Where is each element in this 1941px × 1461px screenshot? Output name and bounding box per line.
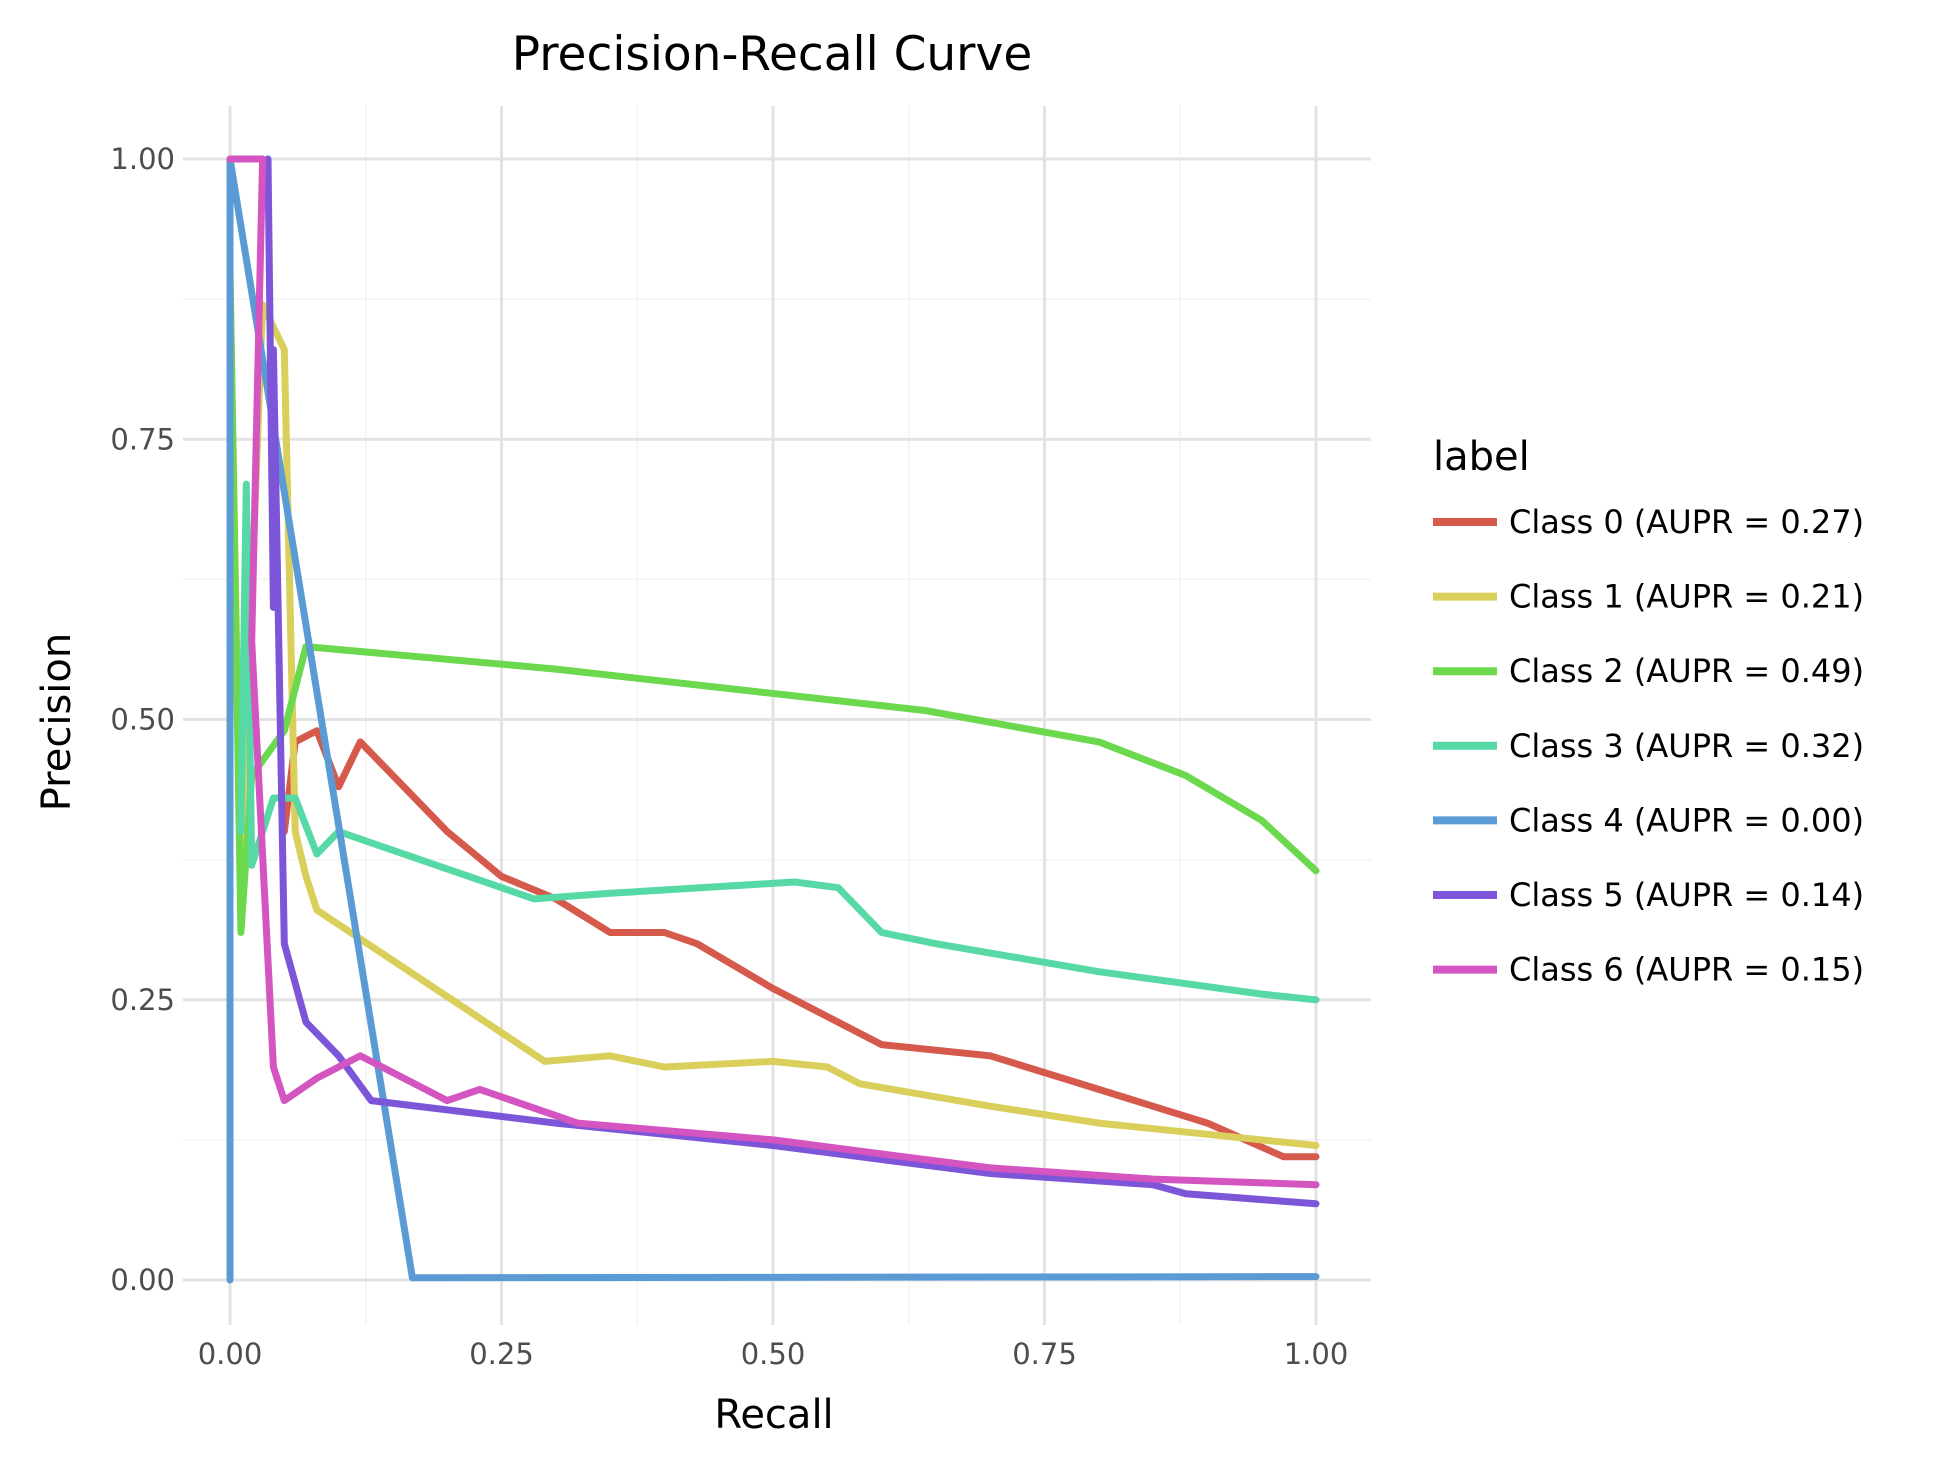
legend-label: Class 4 (AUPR = 0.00): [1509, 801, 1864, 839]
y-axis-title: Precision: [34, 633, 80, 811]
legend-label: Class 1 (AUPR = 0.21): [1509, 578, 1864, 616]
legend-item-class-1: Class 1 (AUPR = 0.21): [1433, 578, 1864, 616]
x-axis-title: Recall: [714, 1392, 833, 1438]
legend-label: Class 5 (AUPR = 0.14): [1509, 876, 1864, 914]
legend-item-class-0: Class 0 (AUPR = 0.27): [1433, 503, 1864, 541]
series-line-class-6: [226, 155, 1320, 1189]
y-tick-label: 0.25: [110, 983, 175, 1017]
legend: Class 0 (AUPR = 0.27) Class 1 (AUPR = 0.2…: [1433, 503, 1864, 989]
legend-item-class-5: Class 5 (AUPR = 0.14): [1433, 876, 1864, 914]
series-line-class-4: [226, 155, 1320, 1284]
x-tick-label: 1.00: [1284, 1337, 1349, 1371]
tick-labels: 0.00 0.25 0.50 0.75 1.00 0.00 0.25 0.50 0.75 1.00: [110, 142, 1348, 1371]
x-tick-label: 0.00: [198, 1337, 263, 1371]
legend-item-class-6: Class 6 (AUPR = 0.15): [1433, 951, 1864, 989]
x-tick-label: 0.50: [741, 1337, 806, 1371]
x-tick-label: 0.75: [1012, 1337, 1077, 1371]
series-lines: [226, 155, 1320, 1284]
legend-label: Class 2 (AUPR = 0.49): [1509, 652, 1864, 690]
y-tick-label: 1.00: [110, 142, 175, 176]
y-tick-label: 0.00: [110, 1263, 175, 1297]
legend-item-class-3: Class 3 (AUPR = 0.32): [1433, 727, 1864, 765]
series-line-class-5: [264, 155, 1320, 1208]
legend-item-class-4: Class 4 (AUPR = 0.00): [1433, 801, 1864, 839]
legend-title: label: [1433, 434, 1530, 480]
chart-title: Precision-Recall Curve: [512, 27, 1033, 82]
x-tick-label: 0.25: [469, 1337, 534, 1371]
legend-label: Class 6 (AUPR = 0.15): [1509, 951, 1864, 989]
legend-label: Class 0 (AUPR = 0.27): [1509, 503, 1864, 541]
legend-label: Class 3 (AUPR = 0.32): [1509, 727, 1864, 765]
series-line-class-0: [280, 727, 1320, 1161]
y-tick-label: 0.50: [110, 703, 175, 737]
legend-item-class-2: Class 2 (AUPR = 0.49): [1433, 652, 1864, 690]
series-line-class-3: [237, 480, 1320, 1004]
y-tick-label: 0.75: [110, 422, 175, 456]
series-line-class-1: [226, 267, 1320, 1149]
